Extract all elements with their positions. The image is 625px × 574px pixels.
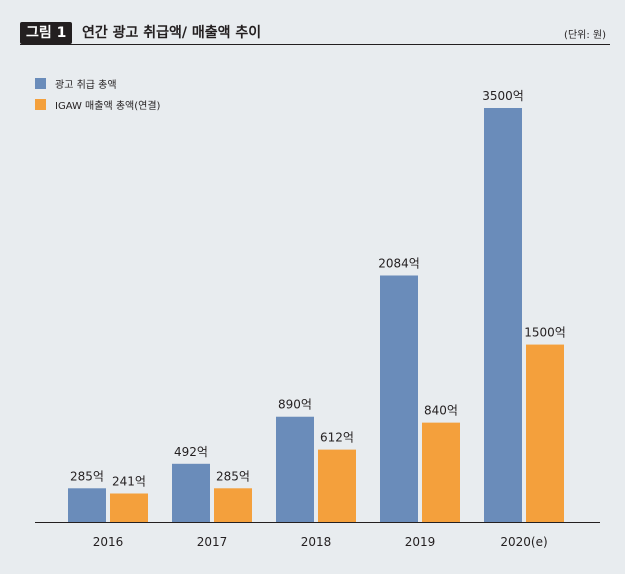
bar-igaw-revenue-2018: [318, 449, 356, 522]
data-label-igaw-revenue-2017: 285억: [216, 469, 250, 483]
x-tick-label-2018: 2018: [301, 535, 332, 549]
data-label-igaw-revenue-2016: 241억: [112, 474, 146, 488]
data-label-ad-total-2017: 492억: [174, 445, 208, 459]
data-label-igaw-revenue-2020(e): 1500억: [524, 326, 566, 340]
x-tick-label-2017: 2017: [197, 535, 228, 549]
data-label-ad-total-2018: 890억: [278, 398, 312, 412]
bar-ad-total-2020(e): [484, 108, 522, 522]
data-label-igaw-revenue-2018: 612억: [320, 431, 354, 445]
figure-header: 그림 1 연간 광고 취급액/ 매출액 추이 (단위: 원): [20, 22, 610, 45]
legend-item-igaw-revenue: IGAW 매출액 총액(연결): [35, 97, 161, 112]
data-label-ad-total-2016: 285억: [70, 469, 104, 483]
figure-label: 그림 1: [20, 22, 73, 44]
unit-note: (단위: 원): [564, 30, 606, 41]
bar-igaw-revenue-2020(e): [526, 344, 564, 522]
x-tick-label-2019: 2019: [405, 535, 436, 549]
legend-swatch-igaw-revenue: [35, 98, 46, 110]
legend-label-igaw-revenue: IGAW 매출액 총액(연결): [55, 100, 161, 112]
bar-igaw-revenue-2017: [214, 488, 252, 522]
bar-ad-total-2019: [380, 275, 418, 522]
legend-label-ad-total: 광고 취급 총액: [55, 79, 117, 91]
data-label-ad-total-2019: 2084억: [378, 256, 420, 270]
legend-item-ad-total: 광고 취급 총액: [35, 76, 160, 91]
bar-ad-total-2017: [172, 463, 210, 522]
chart-legend: 광고 취급 총액 IGAW 매출액 총액(연결): [35, 76, 160, 118]
data-label-ad-total-2020(e): 3500억: [482, 89, 524, 103]
chart-title: 연간 광고 취급액/ 매출액 추이: [82, 25, 262, 41]
bar-ad-total-2016: [68, 488, 106, 522]
x-tick-label-2016: 2016: [93, 535, 124, 549]
bar-igaw-revenue-2019: [422, 422, 460, 522]
legend-swatch-ad-total: [35, 77, 46, 89]
bar-igaw-revenue-2016: [110, 493, 148, 522]
x-tick-label-2020(e): 2020(e): [500, 535, 547, 549]
bar-ad-total-2018: [276, 416, 314, 522]
data-label-igaw-revenue-2019: 840억: [424, 404, 458, 418]
